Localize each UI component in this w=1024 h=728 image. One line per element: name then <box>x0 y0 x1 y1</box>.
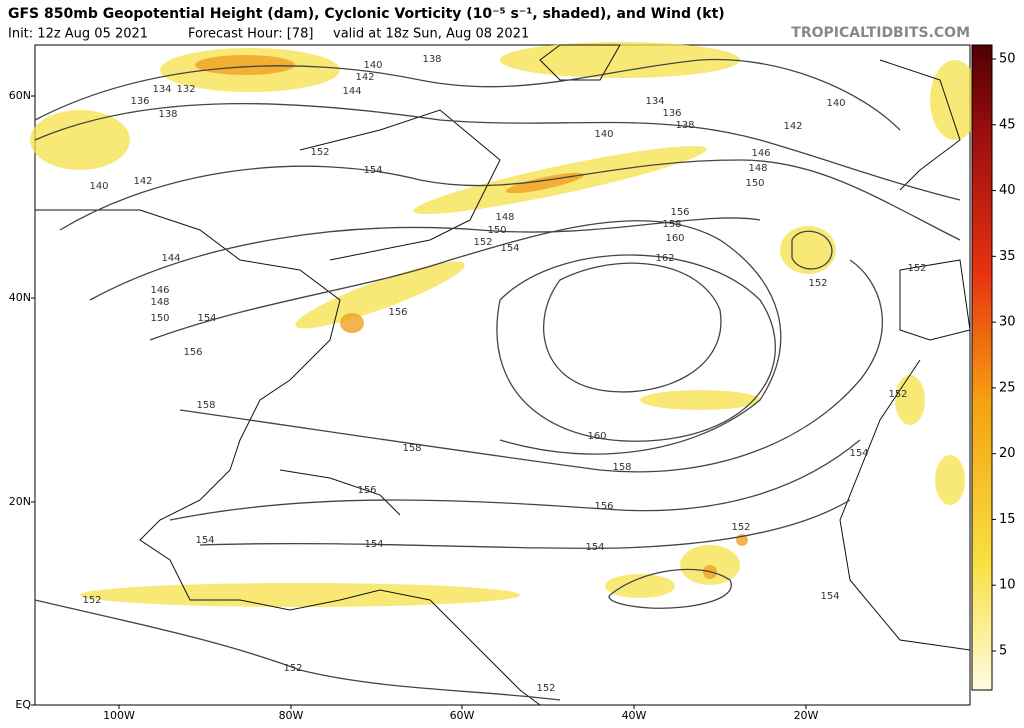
latitude-label: 40N <box>9 291 31 304</box>
contour-label: 154 <box>849 448 868 459</box>
latitude-label: EQ <box>15 698 31 711</box>
contour-label: 140 <box>363 60 382 71</box>
contour-label: 146 <box>150 285 169 296</box>
contour-label: 154 <box>585 542 604 553</box>
contour-label: 156 <box>670 207 689 218</box>
contour-label: 152 <box>82 595 101 606</box>
contour-label: 154 <box>195 535 214 546</box>
contour-label: 140 <box>826 98 845 109</box>
contour-label: 136 <box>662 108 681 119</box>
contour-label: 138 <box>422 54 441 65</box>
colorbar <box>971 44 993 691</box>
contour-label: 150 <box>745 178 764 189</box>
colorbar-label: 15 <box>999 512 1016 527</box>
contour-label: 152 <box>310 147 329 158</box>
contour-label: 152 <box>536 683 555 694</box>
header: GFS 850mb Geopotential Height (dam), Cyc… <box>8 6 970 42</box>
latitude-label: 60N <box>9 89 31 102</box>
contour-label: 148 <box>748 163 767 174</box>
forecast-hour: Forecast Hour: [78] <box>188 27 313 42</box>
colorbar-label: 45 <box>999 117 1016 132</box>
contour-label: 152 <box>283 663 302 674</box>
longitude-label: 20W <box>794 709 819 722</box>
colorbar-label: 35 <box>999 249 1016 264</box>
longitude-label: 60W <box>450 709 475 722</box>
contour-label: 156 <box>183 347 202 358</box>
contour-label: 154 <box>820 591 839 602</box>
coastlines <box>35 44 971 706</box>
contour-label: 160 <box>665 233 684 244</box>
contour-label: 134 <box>152 84 171 95</box>
contour-label: 154 <box>363 165 382 176</box>
watermark: TROPICALTIDBITS.COM <box>791 25 970 41</box>
contour-label: 148 <box>150 297 169 308</box>
colorbar-label: 30 <box>999 315 1016 330</box>
contour-label: 160 <box>587 431 606 442</box>
height-contours <box>34 58 961 701</box>
contour-label: 148 <box>495 212 514 223</box>
contour-label: 144 <box>161 253 180 264</box>
contour-label: 152 <box>808 278 827 289</box>
colorbar-label: 40 <box>999 183 1016 198</box>
contour-label: 142 <box>783 121 802 132</box>
valid-time: valid at 18z Sun, Aug 08 2021 <box>333 27 529 42</box>
colorbar-label: 20 <box>999 446 1016 461</box>
contour-label: 132 <box>176 84 195 95</box>
contour-label: 158 <box>402 443 421 454</box>
contour-label: 156 <box>594 501 613 512</box>
contour-label: 156 <box>357 485 376 496</box>
contour-label: 138 <box>675 120 694 131</box>
contour-label: 142 <box>133 176 152 187</box>
contour-label: 150 <box>150 313 169 324</box>
contour-label: 152 <box>731 522 750 533</box>
contour-label: 152 <box>907 263 926 274</box>
latitude-label: 20N <box>9 495 31 508</box>
contour-label: 158 <box>662 219 681 230</box>
contour-label: 162 <box>655 253 674 264</box>
contour-label: 140 <box>594 129 613 140</box>
contour-label: 152 <box>888 389 907 400</box>
contour-label: 144 <box>342 86 361 97</box>
contour-label: 154 <box>500 243 519 254</box>
colorbar-label: 10 <box>999 578 1016 593</box>
contour-label: 154 <box>364 539 383 550</box>
contour-label: 138 <box>158 109 177 120</box>
contour-label: 158 <box>196 400 215 411</box>
longitude-label: 100W <box>103 709 135 722</box>
longitude-label: 80W <box>279 709 304 722</box>
colorbar-label: 50 <box>999 52 1016 67</box>
contour-label: 150 <box>487 225 506 236</box>
contour-label: 156 <box>388 307 407 318</box>
colorbar-label: 5 <box>999 644 1007 659</box>
axes: 60N 40N 20N EQ 100W 80W 60W 40W 20W 50 45 40 35 30 25 2… <box>9 52 1016 723</box>
title: GFS 850mb Geopotential Height (dam), Cyc… <box>8 6 725 22</box>
contour-label: 152 <box>473 237 492 248</box>
longitude-label: 40W <box>622 709 647 722</box>
init-time: Init: 12z Aug 05 2021 <box>8 27 148 42</box>
contour-label: 140 <box>89 181 108 192</box>
colorbar-label: 25 <box>999 380 1016 395</box>
contour-label: 146 <box>751 148 770 159</box>
contour-label: 154 <box>197 313 216 324</box>
contour-label: 136 <box>130 96 149 107</box>
map-frame <box>34 44 971 706</box>
contour-label: 134 <box>645 96 664 107</box>
contour-label: 158 <box>612 462 631 473</box>
contour-label: 142 <box>355 72 374 83</box>
